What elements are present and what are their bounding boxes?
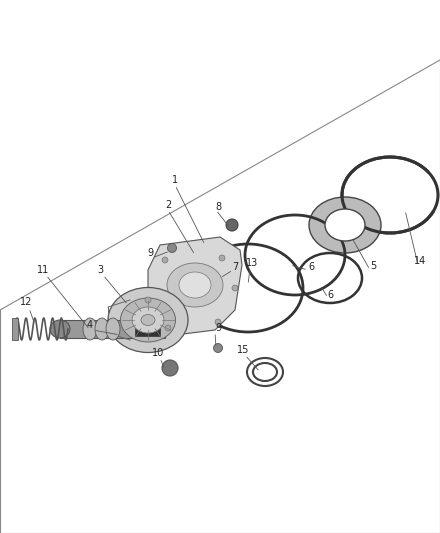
Ellipse shape <box>108 287 188 352</box>
Text: 4: 4 <box>87 320 93 330</box>
Polygon shape <box>148 237 242 335</box>
Ellipse shape <box>95 318 109 340</box>
Text: 9: 9 <box>215 323 221 333</box>
Circle shape <box>219 255 225 261</box>
Ellipse shape <box>106 318 120 340</box>
Text: 10: 10 <box>152 348 164 358</box>
Text: 11: 11 <box>37 265 49 275</box>
Circle shape <box>213 343 223 352</box>
Text: 15: 15 <box>237 345 249 355</box>
Ellipse shape <box>83 318 97 340</box>
Text: 13: 13 <box>246 258 258 268</box>
Ellipse shape <box>141 314 155 326</box>
Bar <box>12 318 18 340</box>
Circle shape <box>168 244 176 253</box>
Circle shape <box>232 285 238 291</box>
Text: 1: 1 <box>172 175 178 185</box>
Ellipse shape <box>132 307 164 333</box>
Ellipse shape <box>201 267 229 289</box>
Ellipse shape <box>155 320 175 338</box>
Text: 14: 14 <box>414 256 426 266</box>
Ellipse shape <box>50 320 70 338</box>
Bar <box>135 322 160 336</box>
Circle shape <box>165 325 171 331</box>
Circle shape <box>145 297 151 303</box>
Text: 5: 5 <box>370 261 376 271</box>
Ellipse shape <box>325 209 365 241</box>
Text: 6: 6 <box>327 290 333 300</box>
Circle shape <box>215 319 221 325</box>
Circle shape <box>162 360 178 376</box>
Ellipse shape <box>167 263 223 307</box>
Ellipse shape <box>179 272 211 298</box>
Text: 8: 8 <box>215 202 221 212</box>
Bar <box>60 320 165 338</box>
Text: 7: 7 <box>232 262 238 272</box>
Text: 3: 3 <box>97 265 103 275</box>
Text: 2: 2 <box>165 200 171 210</box>
Text: 12: 12 <box>20 297 32 307</box>
Circle shape <box>162 257 168 263</box>
Text: 9: 9 <box>147 248 153 258</box>
Ellipse shape <box>253 363 277 381</box>
Ellipse shape <box>121 298 176 342</box>
Ellipse shape <box>309 197 381 253</box>
Text: 6: 6 <box>308 262 314 272</box>
Circle shape <box>226 219 238 231</box>
Ellipse shape <box>193 261 237 295</box>
